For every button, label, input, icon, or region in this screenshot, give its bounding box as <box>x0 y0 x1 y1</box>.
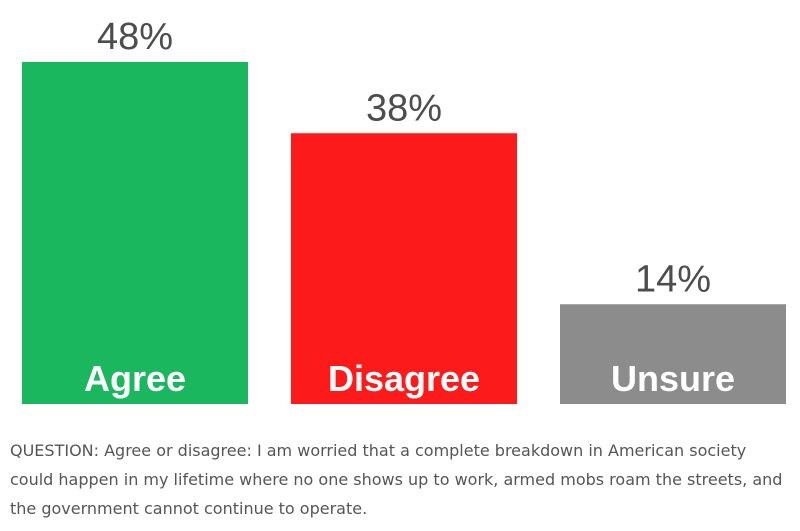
category-label-agree: Agree <box>84 358 186 399</box>
question-caption: QUESTION: Agree or disagree: I am worrie… <box>10 441 783 518</box>
bar-unsure <box>560 304 786 404</box>
bar-disagree <box>291 133 517 404</box>
value-label-agree: 48% <box>97 16 173 58</box>
value-label-unsure: 14% <box>635 258 711 300</box>
category-label-unsure: Unsure <box>611 358 735 399</box>
bar-chart: 48% Agree 38% Disagree 14% Unsure <box>22 16 786 404</box>
bar-agree <box>22 62 248 404</box>
category-label-disagree: Disagree <box>328 358 480 399</box>
value-label-disagree: 38% <box>366 87 442 129</box>
